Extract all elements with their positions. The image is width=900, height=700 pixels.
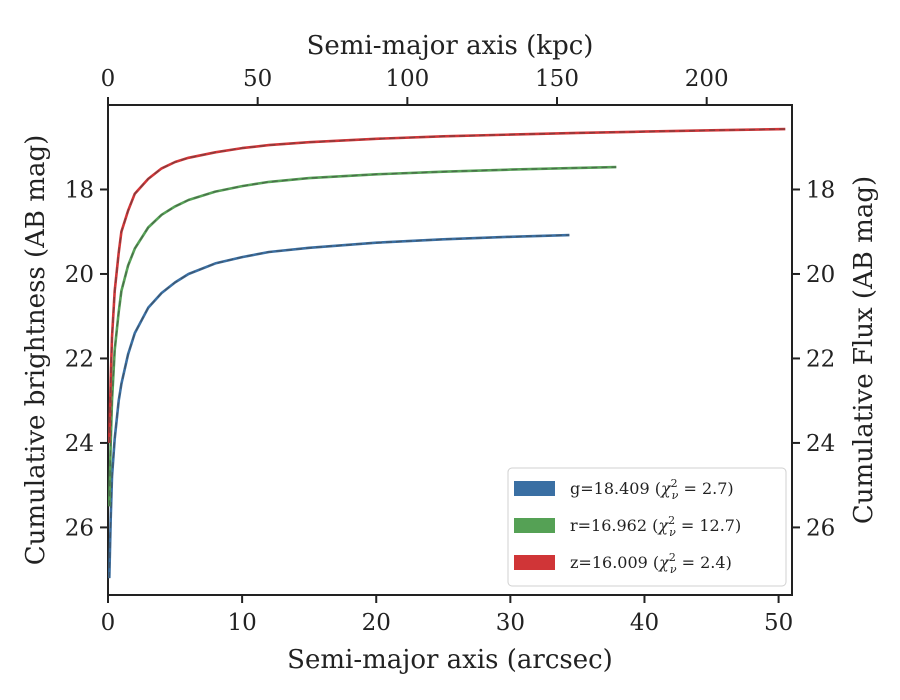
legend-box [507, 467, 787, 587]
y-tick-label-right: 24 [806, 431, 835, 457]
x-tick-label-bottom: 50 [764, 610, 793, 636]
x-tick-label-top: 200 [685, 66, 729, 92]
x-tick-label-top: 50 [243, 66, 272, 92]
y-tick-label-left: 18 [65, 177, 94, 203]
plot-frame [107, 104, 793, 596]
x-tick-label-bottom: 20 [362, 610, 391, 636]
y-tick-label-right: 20 [806, 262, 835, 288]
series-model-line-z [108, 128, 786, 443]
x-tick-label-bottom: 40 [630, 610, 659, 636]
x-tick-label-top: 150 [535, 66, 579, 92]
series-line-g [108, 233, 570, 579]
y-tick-label-right: 26 [806, 515, 835, 541]
legend-label-g: g=18.409 (χ2 ν = 2.7) [570, 477, 734, 502]
legend-label-r: r=16.962 (χ2 ν = 12.7) [570, 514, 741, 539]
x-axis-label-bottom: Semi-major axis (arcsec) [287, 645, 613, 675]
legend-swatch-z [514, 555, 555, 570]
ticks-group: 0 10 20 30 40 50 0 50 100 150 200 18 18 20 20 22 22 24 24 2… [65, 66, 836, 636]
x-axis-label-top: Semi-major axis (kpc) [307, 31, 594, 61]
y-tick-label-right: 18 [806, 177, 835, 203]
series-model-line-r [108, 166, 617, 507]
y-tick-label-left: 26 [65, 515, 94, 541]
x-tick-label-top: 100 [385, 66, 429, 92]
series-group [108, 127, 786, 579]
series-line-z [108, 127, 786, 443]
y-tick-label-right: 22 [806, 346, 835, 372]
y-tick-label-left: 22 [65, 346, 94, 372]
legend-swatch-r [514, 518, 555, 533]
y-axis-label-left: Cumulative brightness (AB mag) [21, 135, 51, 566]
legend: g=18.409 (χ2 ν = 2.7) r=16.962 (χ2 ν = 12.… [507, 467, 787, 587]
legend-label-z: z=16.009 (χ2 ν = 2.4) [570, 551, 732, 576]
x-tick-label-top: 0 [101, 66, 116, 92]
legend-swatch-g [514, 481, 555, 496]
series-model-line-g [108, 234, 570, 579]
x-tick-label-bottom: 10 [227, 610, 256, 636]
x-tick-label-bottom: 0 [101, 610, 116, 636]
y-axis-label-right: Cumulative Flux (AB mag) [849, 176, 879, 524]
series-line-r [108, 165, 617, 507]
y-tick-label-left: 20 [65, 262, 94, 288]
y-tick-label-left: 24 [65, 431, 94, 457]
x-tick-label-bottom: 30 [496, 610, 525, 636]
